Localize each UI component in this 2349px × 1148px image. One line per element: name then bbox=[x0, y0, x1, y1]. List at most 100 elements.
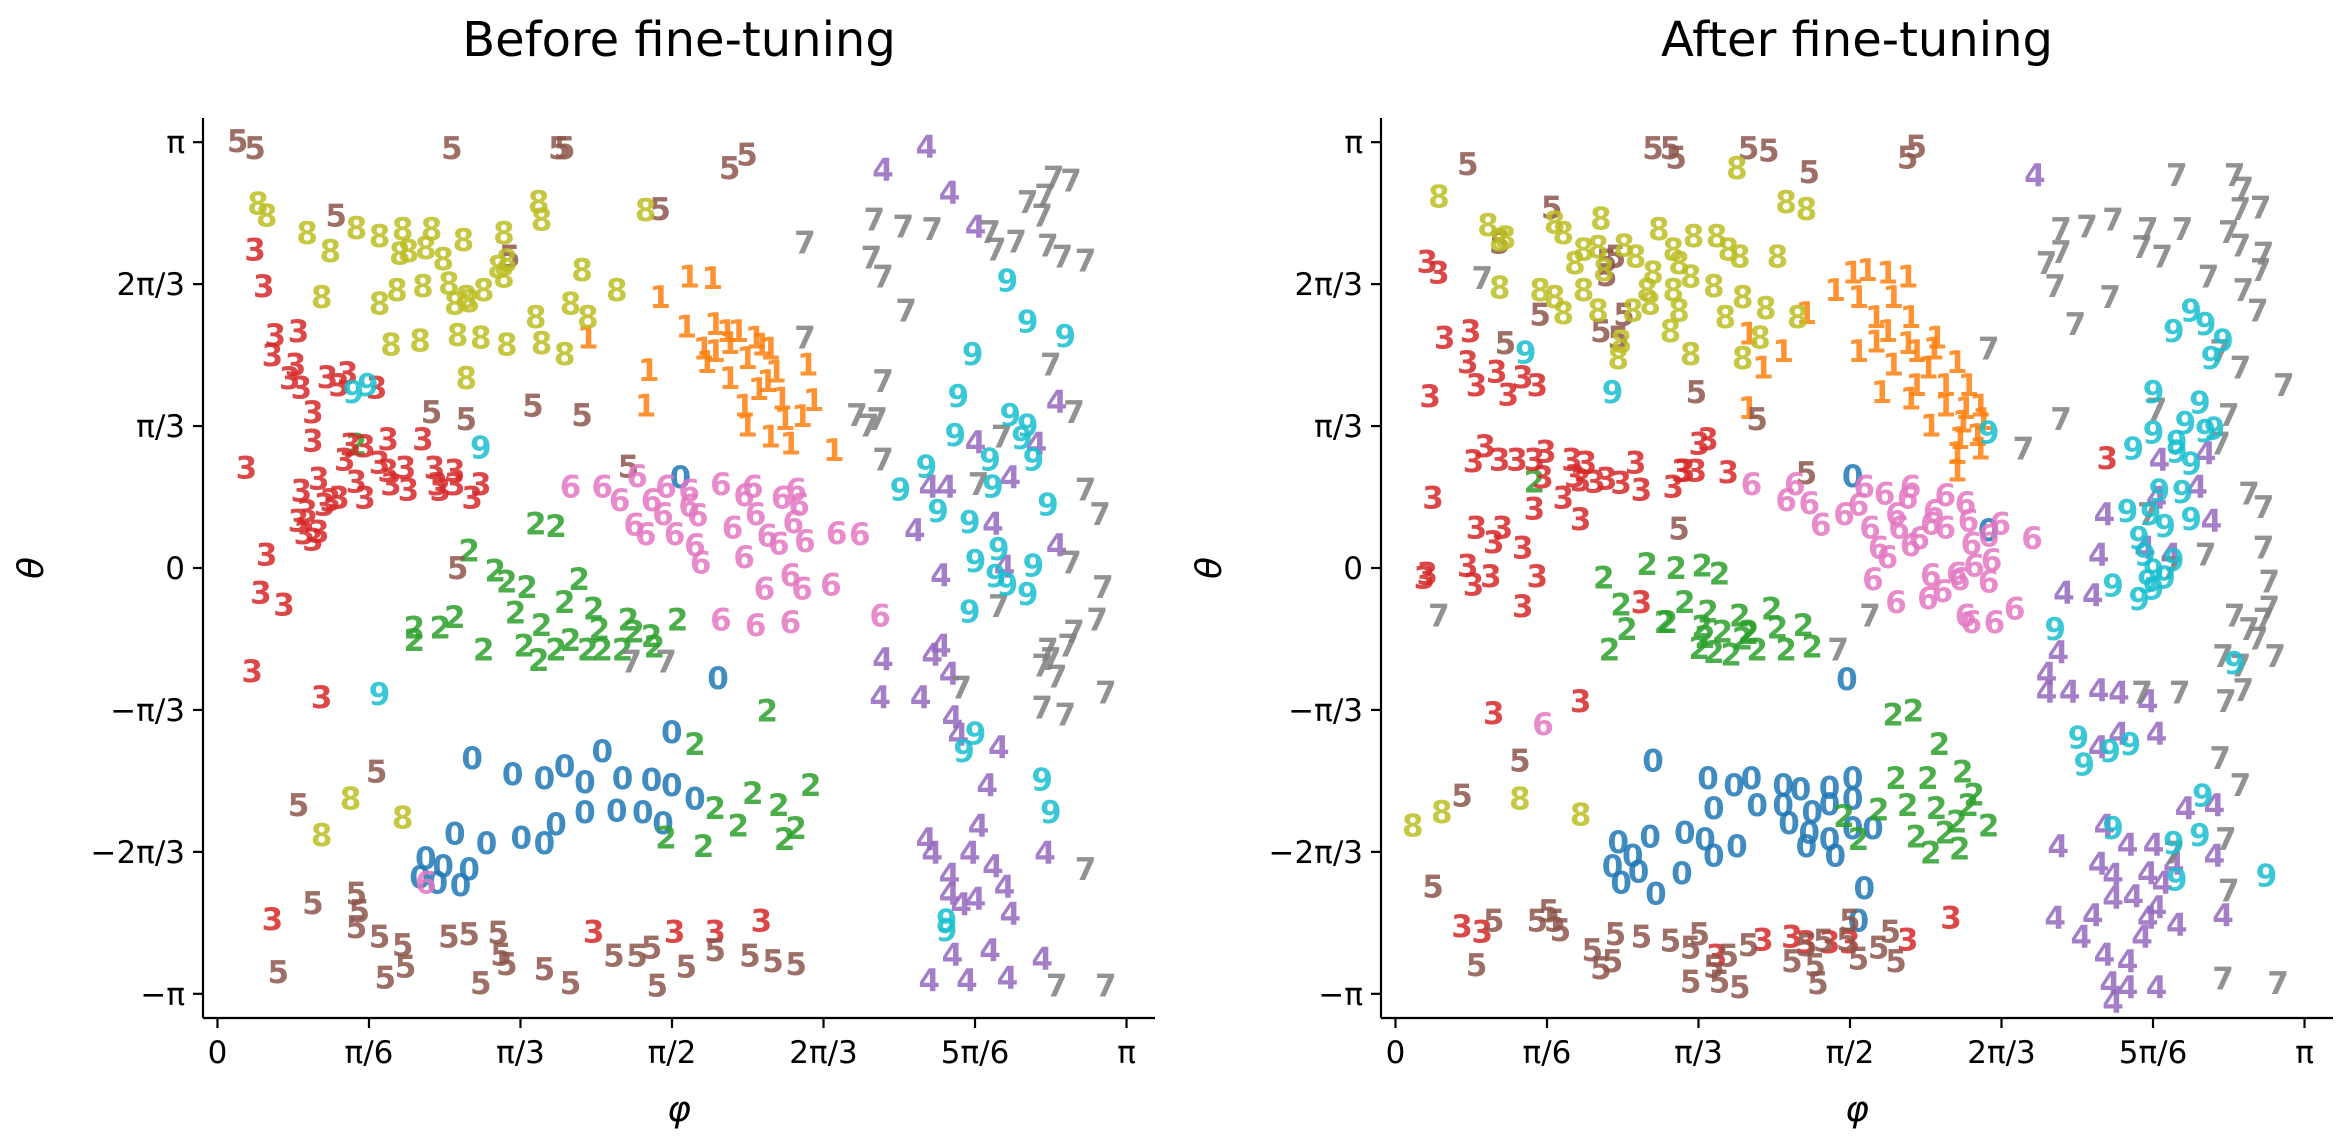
digit-point-7: 7 bbox=[2146, 392, 2168, 428]
digit-point-7: 7 bbox=[2218, 874, 2240, 910]
digit-point-5: 5 bbox=[1509, 743, 1531, 779]
digit-point-3: 3 bbox=[1697, 422, 1719, 458]
digit-point-7: 7 bbox=[2050, 235, 2072, 271]
digit-point-5: 5 bbox=[499, 239, 521, 275]
digit-point-6: 6 bbox=[635, 517, 657, 553]
digit-point-6: 6 bbox=[1961, 605, 1983, 641]
digit-point-8: 8 bbox=[635, 193, 657, 229]
digit-point-9: 9 bbox=[2163, 543, 2185, 579]
digit-point-9: 9 bbox=[357, 368, 379, 404]
digit-point-3: 3 bbox=[1471, 914, 1493, 950]
digit-point-1: 1 bbox=[1842, 256, 1864, 292]
digit-point-2: 2 bbox=[1882, 697, 1904, 733]
digit-point-8: 8 bbox=[1662, 232, 1684, 268]
digit-point-1: 1 bbox=[1865, 325, 1887, 361]
digit-point-0: 0 bbox=[450, 868, 472, 904]
digit-point-8: 8 bbox=[1544, 280, 1566, 316]
digit-point-7: 7 bbox=[2169, 676, 2191, 712]
digit-point-5: 5 bbox=[1631, 920, 1653, 956]
digit-point-4: 4 bbox=[2149, 443, 2171, 479]
digit-point-0: 0 bbox=[476, 826, 498, 862]
digit-point-1: 1 bbox=[1882, 280, 1904, 316]
x-tick-label: 2π/3 bbox=[1967, 1035, 2036, 1071]
digit-point-8: 8 bbox=[1732, 280, 1754, 316]
digit-point-1: 1 bbox=[704, 307, 726, 343]
digit-point-7: 7 bbox=[2099, 280, 2121, 316]
digit-point-8: 8 bbox=[398, 234, 420, 270]
digit-point-7: 7 bbox=[2253, 490, 2275, 526]
digit-point-2: 2 bbox=[1801, 630, 1823, 666]
digit-point-4: 4 bbox=[2070, 920, 2092, 956]
digit-point-6: 6 bbox=[783, 505, 805, 541]
digit-point-1: 1 bbox=[1955, 391, 1977, 427]
digit-point-6: 6 bbox=[1798, 486, 1820, 522]
digit-point-7: 7 bbox=[2160, 551, 2182, 587]
digit-point-7: 7 bbox=[846, 398, 868, 434]
digit-point-8: 8 bbox=[311, 818, 333, 854]
digit-point-6: 6 bbox=[641, 483, 663, 519]
digit-point-4: 4 bbox=[976, 768, 998, 804]
digit-point-9: 9 bbox=[959, 505, 981, 541]
digit-point-3: 3 bbox=[1489, 443, 1511, 479]
digit-point-0: 0 bbox=[1703, 791, 1725, 827]
digit-point-6: 6 bbox=[2021, 521, 2043, 557]
digit-point-7: 7 bbox=[2195, 537, 2217, 573]
digit-point-6: 6 bbox=[1932, 574, 1954, 610]
digit-point-3: 3 bbox=[1463, 444, 1485, 480]
digit-point-2: 2 bbox=[1610, 588, 1632, 624]
digit-point-0: 0 bbox=[641, 762, 663, 798]
digit-point-6: 6 bbox=[690, 546, 712, 582]
digit-point-9: 9 bbox=[2137, 565, 2159, 601]
digit-point-3: 3 bbox=[1457, 548, 1479, 584]
digit-point-8: 8 bbox=[493, 216, 515, 252]
digit-point-8: 8 bbox=[1587, 230, 1609, 266]
digit-point-8: 8 bbox=[444, 287, 466, 323]
digit-point-3: 3 bbox=[1781, 920, 1803, 956]
digit-point-1: 1 bbox=[728, 314, 750, 350]
digit-point-8: 8 bbox=[389, 237, 411, 273]
digit-point-3: 3 bbox=[354, 481, 376, 517]
digit-point-3: 3 bbox=[704, 914, 726, 950]
digit-point-8: 8 bbox=[473, 273, 495, 309]
digit-point-5: 5 bbox=[1605, 917, 1627, 953]
digit-point-9: 9 bbox=[1023, 548, 1045, 584]
digit-point-1: 1 bbox=[803, 383, 825, 419]
digit-point-3: 3 bbox=[1524, 443, 1546, 479]
digit-point-6: 6 bbox=[1853, 470, 1875, 506]
digit-point-6: 6 bbox=[1984, 605, 2006, 641]
digit-point-0: 0 bbox=[1842, 459, 1864, 495]
digit-point-8: 8 bbox=[1726, 151, 1748, 187]
digit-point-3: 3 bbox=[1460, 314, 1482, 350]
digit-point-8: 8 bbox=[1477, 208, 1499, 244]
digit-point-8: 8 bbox=[412, 269, 434, 305]
digit-point-0: 0 bbox=[652, 806, 674, 842]
digit-point-5: 5 bbox=[375, 960, 397, 996]
digit-point-6: 6 bbox=[1963, 548, 1985, 584]
x-tick-label: π/6 bbox=[1523, 1035, 1572, 1071]
digit-point-6: 6 bbox=[869, 598, 891, 634]
digit-point-4: 4 bbox=[916, 822, 938, 858]
digit-point-7: 7 bbox=[2230, 768, 2252, 804]
digit-point-4: 4 bbox=[2204, 788, 2226, 824]
digit-point-5: 5 bbox=[395, 949, 417, 985]
digit-point-7: 7 bbox=[1086, 603, 1108, 639]
digit-point-2: 2 bbox=[545, 509, 567, 545]
digit-point-3: 3 bbox=[1689, 426, 1711, 462]
digit-point-3: 3 bbox=[664, 914, 686, 950]
digit-point-3: 3 bbox=[1492, 510, 1514, 546]
digit-point-1: 1 bbox=[759, 420, 781, 456]
digit-point-3: 3 bbox=[1717, 455, 1739, 491]
digit-point-6: 6 bbox=[1885, 585, 1907, 621]
digit-point-0: 0 bbox=[574, 765, 596, 801]
digit-point-5: 5 bbox=[1590, 951, 1612, 987]
digit-point-0: 0 bbox=[1819, 822, 1841, 858]
digit-point-0: 0 bbox=[684, 781, 706, 817]
digit-point-9: 9 bbox=[936, 913, 958, 949]
digit-point-3: 3 bbox=[1631, 585, 1653, 621]
digit-point-0: 0 bbox=[1645, 876, 1667, 912]
digit-point-9: 9 bbox=[1023, 443, 1045, 479]
digit-point-9: 9 bbox=[1515, 335, 1537, 371]
digit-point-8: 8 bbox=[1489, 223, 1511, 259]
